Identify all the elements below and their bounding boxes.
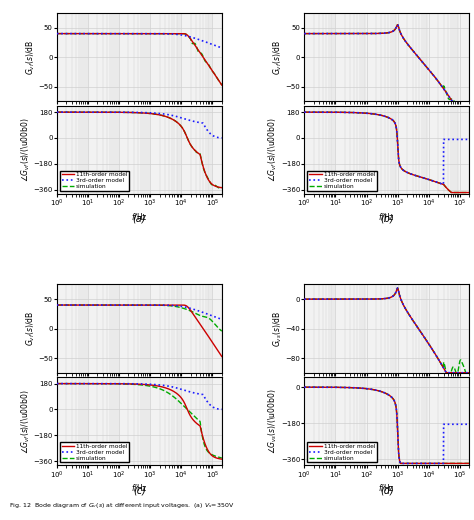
Text: (d): (d)	[380, 485, 394, 495]
Legend: 11th-order model, 3rd-order model, simulation: 11th-order model, 3rd-order model, simul…	[307, 171, 377, 191]
Y-axis label: $G_{vs}(s)$/dB: $G_{vs}(s)$/dB	[272, 310, 284, 347]
Legend: 11th-order model, 3rd-order model, simulation: 11th-order model, 3rd-order model, simul…	[60, 442, 129, 462]
Y-axis label: $\angle G_{vf}(s)$/(\u00b0): $\angle G_{vf}(s)$/(\u00b0)	[19, 118, 32, 182]
X-axis label: $f$/Hz: $f$/Hz	[378, 211, 395, 222]
X-axis label: $f$/Hz: $f$/Hz	[378, 482, 395, 493]
X-axis label: $f$/Hz: $f$/Hz	[131, 211, 148, 222]
Y-axis label: $\angle G_{vf}(s)$/(\u00b0): $\angle G_{vf}(s)$/(\u00b0)	[267, 118, 279, 182]
Text: Fig. 12  Bode diagram of $G_v(s)$ at different input voltages.  (a) $V_s$=350V: Fig. 12 Bode diagram of $G_v(s)$ at diff…	[9, 501, 235, 510]
X-axis label: $f$/Hz: $f$/Hz	[131, 482, 148, 493]
Y-axis label: $G_{vf}(s)$/dB: $G_{vf}(s)$/dB	[272, 40, 284, 75]
Y-axis label: $G_{vf}(s)$/dB: $G_{vf}(s)$/dB	[24, 311, 36, 346]
Text: (b): (b)	[380, 214, 394, 224]
Legend: 11th-order model, 3rd-order model, simulation: 11th-order model, 3rd-order model, simul…	[307, 442, 377, 462]
Legend: 11th-order model, 3rd-order model, simulation: 11th-order model, 3rd-order model, simul…	[60, 171, 129, 191]
Y-axis label: $G_{vf}(s)$/dB: $G_{vf}(s)$/dB	[24, 40, 36, 75]
Text: (a): (a)	[133, 214, 146, 224]
Text: (c): (c)	[133, 485, 146, 495]
Y-axis label: $\angle G_{vs}(s)$/(\u00b0): $\angle G_{vs}(s)$/(\u00b0)	[267, 388, 279, 454]
Y-axis label: $\angle G_{vf}(s)$/(\u00b0): $\angle G_{vf}(s)$/(\u00b0)	[19, 389, 32, 453]
